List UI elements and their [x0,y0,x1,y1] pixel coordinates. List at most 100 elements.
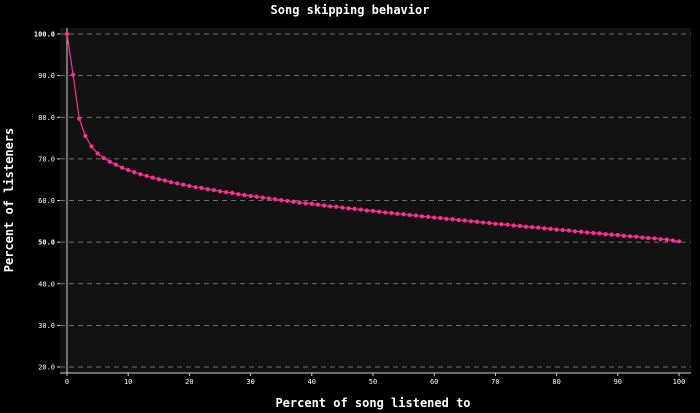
data-point-50 [370,208,376,214]
data-point-91 [621,233,627,238]
data-point-80 [554,227,559,232]
chart-title: Song skipping behavior [271,3,430,17]
data-point-5 [95,151,100,156]
data-point-8 [113,162,119,167]
data-point-10 [126,168,131,173]
data-point-89 [609,232,614,237]
data-point-6 [101,155,106,161]
data-point-60 [432,215,437,220]
data-point-35 [279,197,284,203]
data-point-92 [627,234,633,239]
data-point-47 [352,206,357,211]
data-point-25 [217,189,223,194]
data-point-64 [456,217,461,223]
data-point-12 [138,172,143,177]
x-tick-label-10: 100 [673,378,686,386]
data-point-22 [199,185,204,191]
data-point-77 [536,225,541,230]
data-point-27 [230,190,235,196]
data-point-93 [634,234,639,239]
series-group [64,31,682,244]
data-point-24 [211,187,216,193]
x-tick-label-6: 60 [430,378,438,386]
data-point-53 [389,210,394,216]
data-point-38 [297,200,302,205]
data-point-59 [425,214,431,219]
data-point-51 [377,209,382,214]
y-tick-label-4: 60.0 [38,197,55,205]
data-point-52 [383,210,388,215]
data-point-0 [64,31,70,37]
y-tick-label-1: 30.0 [38,322,55,330]
data-point-86 [591,230,596,236]
data-point-95 [646,235,651,241]
data-point-82 [566,228,571,233]
data-point-88 [603,232,608,237]
data-point-29 [242,192,247,198]
y-tick-label-8: 100.0 [34,31,55,39]
data-point-79 [548,226,553,231]
data-point-17 [168,180,174,185]
data-point-43 [328,204,333,209]
x-tick-label-7: 70 [491,378,499,386]
data-point-55 [401,212,406,217]
data-point-14 [150,175,155,180]
data-point-56 [407,212,412,218]
data-point-81 [560,227,565,233]
data-point-90 [615,232,620,238]
data-point-97 [658,237,663,242]
data-point-32 [260,195,265,200]
x-tick-label-0: 0 [65,378,69,386]
data-point-69 [487,220,492,226]
data-point-2 [77,116,82,121]
data-point-58 [419,214,425,219]
data-point-100 [676,239,682,244]
data-point-33 [266,196,272,201]
data-point-84 [578,229,584,234]
data-point-37 [291,199,296,204]
data-point-30 [248,193,253,199]
data-point-57 [413,213,418,218]
y-tick-label-3: 50.0 [38,239,55,247]
data-point-9 [119,165,125,170]
y-tick-label-5: 70.0 [38,155,55,163]
data-point-49 [364,208,369,213]
data-point-44 [334,204,339,209]
data-point-71 [499,222,504,227]
grid-lines [60,33,691,368]
data-point-1 [71,72,76,77]
data-point-54 [395,211,400,216]
data-point-75 [523,224,529,229]
x-tick-label-4: 40 [308,378,316,386]
y-tick-labels: 20.0 30.0 40.0 50.0 60.0 70.0 80.0 90.0 100.0 [34,31,55,372]
data-point-46 [346,206,351,211]
data-point-45 [340,205,345,210]
data-point-11 [132,170,137,175]
data-point-70 [493,221,498,226]
data-point-39 [303,201,308,206]
data-point-13 [144,173,149,179]
data-point-68 [481,220,486,225]
data-point-28 [236,192,241,197]
data-point-72 [505,222,510,227]
data-point-73 [511,223,516,228]
y-tick-label-0: 20.0 [38,364,55,372]
data-point-63 [450,217,455,222]
data-point-67 [474,219,480,224]
x-tick-label-5: 50 [369,378,377,386]
x-tick-label-9: 90 [614,378,622,386]
data-point-42 [321,203,327,208]
data-point-74 [517,223,522,228]
x-tick-label-8: 80 [552,378,560,386]
y-tick-label-2: 40.0 [38,280,55,288]
x-tick-label-2: 20 [185,378,193,386]
data-point-23 [205,187,210,192]
data-point-83 [572,229,578,234]
data-point-31 [254,194,259,199]
data-point-3 [83,133,88,139]
data-point-16 [162,178,168,183]
data-point-62 [444,216,449,221]
x-tick-labels: 0 10 20 30 40 50 60 70 80 90 100 [65,378,685,386]
y-tick-label-6: 80.0 [38,114,55,122]
